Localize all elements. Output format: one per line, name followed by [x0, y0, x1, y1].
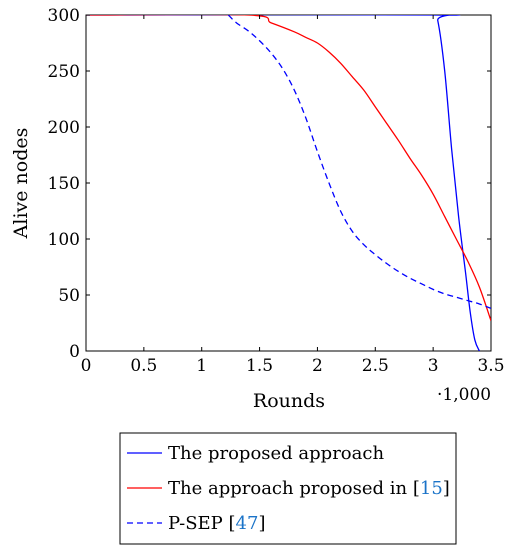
legend-label-psep: P-SEP [47] — [168, 513, 265, 534]
x-tick-label: 1 — [196, 356, 207, 376]
y-tick-label: 50 — [58, 286, 80, 306]
legend: The proposed approach The approach propo… — [119, 432, 457, 545]
x-tick-label: 2 — [312, 356, 323, 376]
x-tick-label: 2.5 — [362, 356, 389, 376]
series-line-0 — [86, 15, 481, 351]
y-tick-label: 0 — [69, 342, 80, 362]
x-tick-label: 0.5 — [130, 356, 157, 376]
legend-box — [119, 432, 457, 545]
x-axis-multiplier: ·1,000 — [437, 385, 491, 405]
y-axis-label: Alive nodes — [10, 128, 32, 240]
x-tick-label: 1.5 — [246, 356, 273, 376]
y-tick-label: 150 — [48, 174, 80, 194]
legend-label-ref15: The approach proposed in [15] — [168, 478, 450, 499]
series-line-2 — [227, 15, 491, 310]
y-tick-label: 300 — [48, 6, 80, 26]
legend-label-proposed: The proposed approach — [168, 443, 384, 464]
plot-frame — [85, 14, 492, 352]
ticks-layer: 0 0.5 1 1.5 2 2.5 3 3.5 0 50 100 150 200 250 300 — [48, 6, 505, 376]
x-axis-label: Rounds — [253, 390, 325, 412]
series-layer — [86, 15, 491, 351]
y-tick-label: 100 — [48, 230, 80, 250]
y-tick-label: 250 — [48, 62, 80, 82]
x-tick-label: 3.5 — [477, 356, 504, 376]
x-tick-label: 0 — [81, 356, 92, 376]
series-line-1 — [86, 15, 491, 321]
y-tick-label: 200 — [48, 118, 80, 138]
x-tick-label: 3 — [428, 356, 439, 376]
